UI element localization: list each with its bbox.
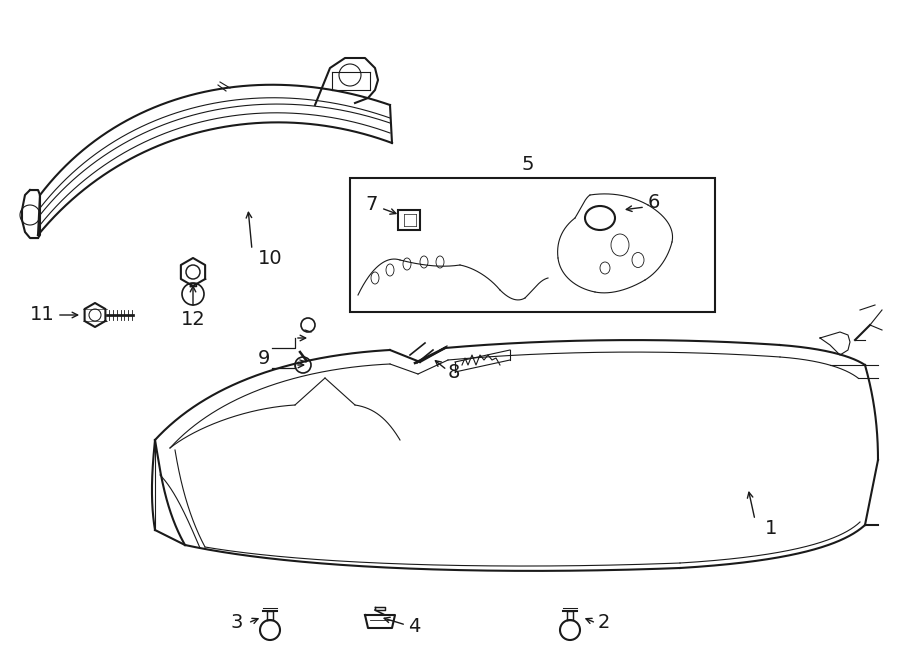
Text: 1: 1 [765, 518, 778, 537]
Text: 8: 8 [448, 362, 461, 381]
Text: 6: 6 [648, 194, 661, 212]
Text: 4: 4 [408, 617, 420, 637]
Text: 9: 9 [257, 348, 270, 368]
Text: 5: 5 [522, 155, 535, 175]
Bar [398, 210, 420, 230]
Text: 7: 7 [365, 196, 378, 215]
Text: 12: 12 [181, 310, 205, 329]
Text: 11: 11 [31, 305, 55, 325]
Text: 2: 2 [598, 613, 610, 633]
Text: 3: 3 [230, 613, 243, 633]
Text: 10: 10 [258, 249, 283, 268]
Bar [350, 178, 715, 312]
